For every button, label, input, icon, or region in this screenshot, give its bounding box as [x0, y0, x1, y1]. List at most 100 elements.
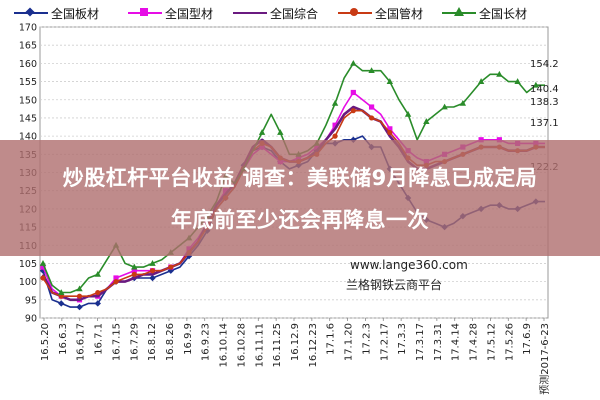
legend-item: 全国型材 — [128, 3, 213, 23]
headline-banner: 炒股杠杆平台收益 调查：美联储9月降息已成定局 年底前至少还会再降息一次 — [0, 140, 600, 256]
x-tick-label: 16.7.29 — [129, 323, 140, 361]
data-point — [95, 289, 101, 296]
data-point — [131, 263, 138, 270]
legend-swatch — [233, 12, 267, 14]
data-point — [258, 129, 266, 135]
x-tick-label: 16.7.1 — [94, 323, 105, 355]
data-point — [76, 285, 83, 292]
data-point — [478, 137, 484, 143]
legend-item: 全国板材 — [14, 3, 99, 23]
data-point — [332, 122, 338, 128]
headline-line-2: 年底前至少还会再降息一次 — [171, 208, 429, 232]
x-tick-label: 16.11.25 — [272, 323, 283, 368]
legend-label: 全国长材 — [479, 6, 528, 21]
x-tick-label: 16.12.9 — [290, 323, 301, 361]
headline-line-1: 炒股杠杆平台收益 调查：美联储9月降息已成定局 — [62, 166, 538, 190]
watermark-url: www.lange360.com — [350, 258, 468, 272]
data-point — [332, 133, 338, 139]
x-tick-label: 16.8.12 — [147, 323, 158, 361]
data-point — [441, 103, 448, 110]
data-point — [131, 271, 137, 277]
y-tick-label: 95 — [25, 295, 37, 306]
x-tick-label: 17.5.26 — [504, 323, 515, 361]
data-point — [477, 78, 485, 84]
data-point — [76, 303, 83, 311]
x-tick-label: 16.8.26 — [165, 323, 176, 361]
data-point — [149, 268, 156, 274]
end-value-label: 140.4 — [530, 84, 559, 95]
data-point — [131, 268, 137, 274]
watermark-platform: 兰格钢铁云商平台 — [346, 278, 443, 292]
x-tick-label: 16.6.3 — [58, 323, 69, 355]
legend-marker — [350, 8, 358, 16]
data-point — [386, 78, 394, 84]
data-point — [76, 293, 83, 299]
data-point — [40, 275, 46, 281]
x-tick-label: 预测2017-6-23 — [538, 323, 551, 395]
legend-marker — [140, 8, 148, 16]
y-tick-label: 150 — [19, 95, 37, 106]
legend-label: 全国管材 — [375, 6, 424, 21]
x-tick-label: 16.10.28 — [236, 323, 247, 368]
y-tick-label: 160 — [19, 59, 37, 70]
legend-label: 全国板材 — [51, 6, 100, 21]
x-tick-label: 16.9.23 — [201, 323, 212, 361]
y-tick-label: 170 — [19, 23, 37, 34]
end-value-label: 138.3 — [530, 97, 559, 108]
y-tick-label: 145 — [19, 113, 37, 124]
x-tick-label: 17.2.3 — [361, 323, 372, 355]
x-tick-label: 17.6.9 — [522, 323, 533, 355]
end-value-label: 137.1 — [530, 118, 559, 129]
legend-label: 全国型材 — [165, 6, 214, 21]
data-point — [39, 260, 47, 266]
legend-item: 全国长材 — [442, 3, 527, 23]
end-value-label: 154.2 — [530, 59, 559, 70]
x-tick-label: 17.2.17 — [379, 323, 390, 361]
x-tick-label: 16.11.11 — [254, 323, 265, 368]
x-tick-label: 16.12.23 — [308, 323, 319, 368]
data-point — [423, 118, 430, 124]
legend-swatch — [442, 7, 476, 16]
data-point — [368, 115, 375, 121]
y-tick-label: 90 — [25, 314, 37, 325]
data-point — [368, 104, 375, 110]
y-tick-label: 105 — [19, 259, 37, 270]
y-tick-label: 140 — [19, 132, 37, 143]
data-point — [149, 274, 156, 282]
data-point — [40, 264, 46, 270]
x-tick-label: 17.4.14 — [451, 323, 462, 361]
x-tick-label: 17.4.28 — [469, 323, 480, 361]
x-tick-label: 17.3.17 — [415, 323, 426, 361]
data-point — [350, 89, 356, 96]
data-point — [387, 126, 393, 132]
x-tick-label: 17.3.3 — [397, 323, 408, 355]
data-point — [404, 110, 412, 117]
chart-legend: 全国板材 全国型材 全国综合 全国管材 全国长材 — [0, 3, 600, 23]
legend-swatch — [14, 7, 48, 17]
data-point — [149, 260, 156, 266]
data-point — [387, 129, 393, 136]
data-point — [277, 129, 284, 135]
x-tick-label: 16.6.17 — [76, 323, 87, 361]
legend-item: 全国综合 — [233, 3, 318, 23]
x-tick-label: 17.1.20 — [344, 323, 355, 361]
data-point — [459, 99, 467, 106]
data-point — [94, 270, 101, 277]
data-point — [113, 275, 119, 281]
data-point — [532, 81, 540, 88]
data-point — [58, 300, 65, 307]
x-tick-label: 16.7.15 — [111, 323, 122, 361]
data-point — [168, 264, 174, 270]
legend-marker — [25, 7, 35, 17]
legend-swatch — [338, 8, 372, 16]
legend-swatch — [128, 8, 162, 16]
data-point — [113, 279, 119, 285]
data-point — [94, 300, 101, 307]
data-point — [350, 59, 357, 66]
data-point — [58, 289, 65, 295]
y-tick-label: 155 — [19, 77, 37, 88]
data-point — [496, 137, 502, 143]
data-point — [514, 78, 521, 84]
x-tick-label: 16.10.14 — [219, 323, 230, 368]
